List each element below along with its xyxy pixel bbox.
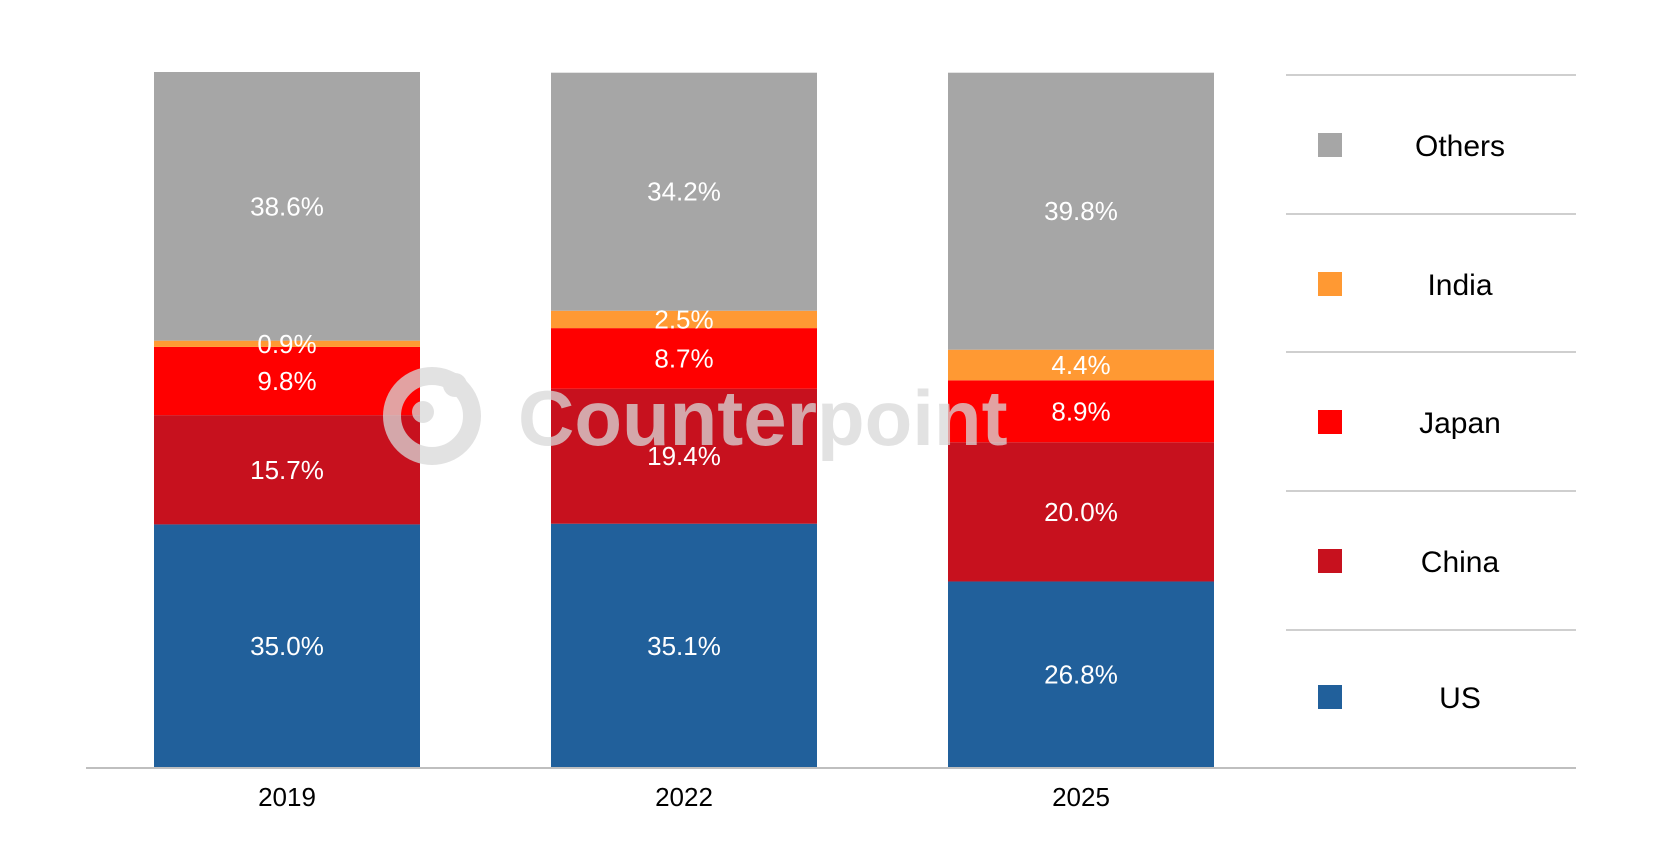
- watermark-text: Counterpoint: [518, 374, 1008, 462]
- data-label-2022-india: 2.5%: [654, 304, 713, 334]
- legend-label-us: US: [1439, 682, 1481, 715]
- bar-segment-2019-india: [154, 340, 420, 347]
- legend-swatch-india: [1318, 272, 1342, 296]
- data-label-2022-japan: 8.7%: [654, 343, 713, 373]
- legend: Others India Japan China US: [1286, 74, 1576, 715]
- x-tick-label-2019: 2019: [258, 782, 316, 812]
- bar-segment-2022-india: [551, 310, 817, 329]
- bar-segment-2022-us: [551, 523, 817, 768]
- bar-segment-2022-china: [551, 388, 817, 524]
- bar-segment-2019-others: [154, 72, 420, 341]
- data-label-2022-others: 34.2%: [647, 177, 721, 207]
- legend-label-india: India: [1427, 269, 1492, 302]
- legend-item-us: US: [1318, 682, 1481, 715]
- x-tick-labels: 2019 2022 2025: [258, 782, 1110, 812]
- x-tick-label-2022: 2022: [655, 782, 713, 812]
- legend-item-others: Others: [1318, 130, 1505, 163]
- bar-segment-2025-india: [948, 349, 1214, 381]
- data-label-2019-japan: 9.8%: [257, 366, 316, 396]
- bar-segment-2019-japan: [154, 346, 420, 416]
- data-label-2025-japan: 8.9%: [1051, 396, 1110, 426]
- data-label-2025-india: 4.4%: [1051, 350, 1110, 380]
- data-label-2019-india: 0.9%: [257, 329, 316, 359]
- legend-item-india: India: [1318, 269, 1493, 302]
- data-label-2019-us: 35.0%: [250, 631, 324, 661]
- data-label-2019-china: 15.7%: [250, 455, 324, 485]
- bar-segment-2025-us: [948, 581, 1214, 768]
- legend-item-japan: Japan: [1318, 407, 1501, 440]
- data-label-2025-us: 26.8%: [1044, 660, 1118, 690]
- data-label-2025-others: 39.8%: [1044, 196, 1118, 226]
- segment-labels-layer: 35.0% 15.7% 9.8% 0.9% 38.6% 35.1% 19.4% 8.7% 2.5…: [250, 177, 1118, 690]
- bar-segment-2022-others: [551, 72, 817, 311]
- legend-swatch-us: [1318, 685, 1342, 709]
- legend-swatch-china: [1318, 549, 1342, 573]
- bar-segment-2019-us: [154, 524, 420, 768]
- data-label-2022-china: 19.4%: [647, 441, 721, 471]
- legend-item-china: China: [1318, 546, 1500, 579]
- legend-label-china: China: [1421, 546, 1500, 579]
- bar-segment-2025-japan: [948, 380, 1214, 443]
- bar-segment-2022-japan: [551, 328, 817, 389]
- bars-layer: [154, 72, 1214, 768]
- bar-segment-2025-others: [948, 72, 1214, 350]
- data-label-2019-others: 38.6%: [250, 191, 324, 221]
- watermark: Counterpoint: [383, 367, 1008, 465]
- data-label-2022-us: 35.1%: [647, 631, 721, 661]
- legend-label-japan: Japan: [1419, 407, 1501, 440]
- x-tick-label-2025: 2025: [1052, 782, 1110, 812]
- bar-segment-2019-china: [154, 415, 420, 525]
- legend-swatch-japan: [1318, 410, 1342, 434]
- bar-segment-2025-china: [948, 442, 1214, 582]
- counterpoint-logo-icon: [383, 367, 481, 465]
- data-label-2025-china: 20.0%: [1044, 497, 1118, 527]
- legend-swatch-others: [1318, 133, 1342, 157]
- legend-label-others: Others: [1415, 130, 1505, 163]
